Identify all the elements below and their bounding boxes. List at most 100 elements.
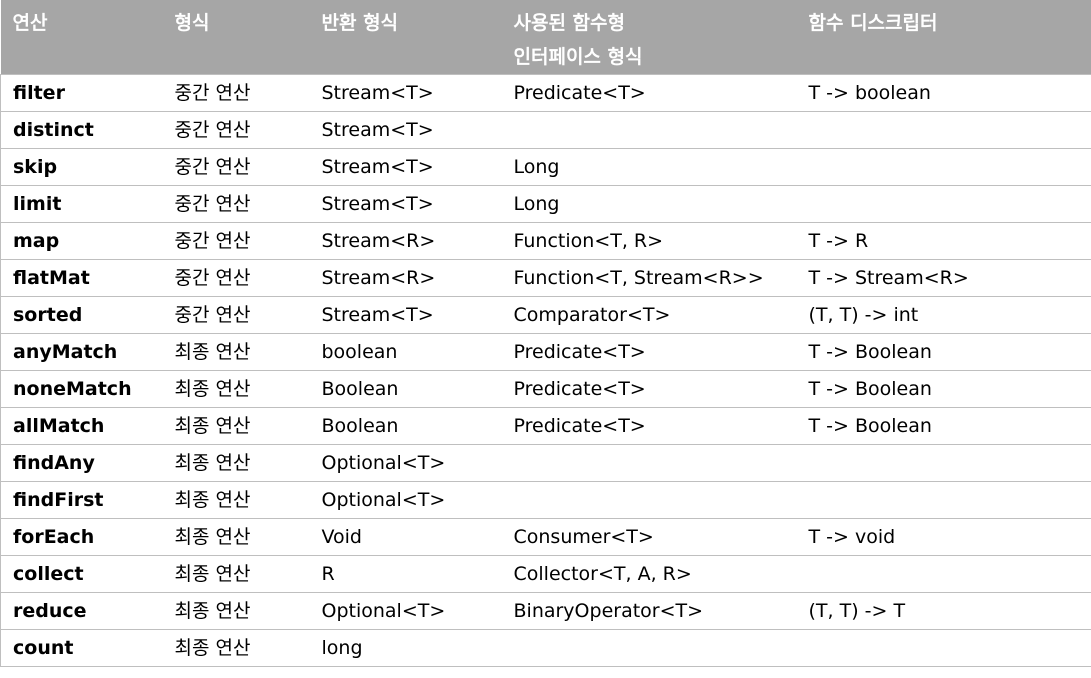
return-type-cell: Optional<T> (321, 444, 514, 482)
table-header: 연산 형식 반환 형식 사용된 함수형 인터페이스 형식 함수 디스크립터 (0, 0, 1091, 75)
function-descriptor-cell: T -> void (808, 518, 1091, 556)
function-descriptor-cell (808, 481, 1091, 519)
operation-cell: filter (0, 74, 175, 112)
table-row: filter 중간 연산 Stream<T> Predicate<T> T -> boo… (0, 74, 1091, 112)
function-descriptor-cell: T -> Boolean (808, 333, 1091, 371)
type-cell: 최종 연산 (174, 555, 322, 593)
functional-interface-cell: Predicate<T> (513, 370, 809, 408)
operation-cell: collect (0, 555, 175, 593)
operation-cell: noneMatch (0, 370, 175, 408)
functional-interface-cell: Predicate<T> (513, 407, 809, 445)
return-type-cell: Boolean (321, 370, 514, 408)
header-functional-interface-line2: 인터페이스 형식 (513, 46, 643, 68)
return-type-cell: Optional<T> (321, 592, 514, 630)
return-type-cell: Void (321, 518, 514, 556)
header-functional-interface: 사용된 함수형 인터페이스 형식 (514, 0, 809, 75)
functional-interface-cell (513, 481, 809, 519)
table-row: anyMatch 최종 연산 boolean Predicate<T> T -> Boo… (0, 333, 1091, 371)
functional-interface-cell (513, 111, 809, 149)
table-row: findAny 최종 연산 Optional<T> (0, 444, 1091, 482)
return-type-cell: long (321, 629, 514, 667)
functional-interface-cell: Consumer<T> (513, 518, 809, 556)
functional-interface-cell: Function<T, Stream<R>> (513, 259, 809, 297)
functional-interface-cell: Predicate<T> (513, 333, 809, 371)
return-type-cell: Stream<R> (321, 259, 514, 297)
function-descriptor-cell: (T, T) -> T (808, 592, 1091, 630)
function-descriptor-cell (808, 555, 1091, 593)
return-type-cell: Boolean (321, 407, 514, 445)
operation-cell: forEach (0, 518, 175, 556)
header-functional-interface-line1: 사용된 함수형 (513, 12, 626, 34)
function-descriptor-cell: (T, T) -> int (808, 296, 1091, 334)
functional-interface-cell: Long (513, 148, 809, 186)
operation-cell: allMatch (0, 407, 175, 445)
header-operation: 연산 (12, 12, 48, 34)
type-cell: 중간 연산 (174, 111, 322, 149)
functional-interface-cell: Function<T, R> (513, 222, 809, 260)
function-descriptor-cell (808, 148, 1091, 186)
operation-cell: limit (0, 185, 175, 223)
function-descriptor-cell: T -> boolean (808, 74, 1091, 112)
return-type-cell: Stream<T> (321, 185, 514, 223)
table-row: map 중간 연산 Stream<R> Function<T, R> T -> R (0, 222, 1091, 260)
operation-cell: count (0, 629, 175, 667)
header-type: 형식 (174, 12, 210, 34)
table-row: distinct 중간 연산 Stream<T> (0, 111, 1091, 149)
operation-cell: skip (0, 148, 175, 186)
type-cell: 중간 연산 (174, 259, 322, 297)
operation-cell: findFirst (0, 481, 175, 519)
return-type-cell: Optional<T> (321, 481, 514, 519)
function-descriptor-cell: T -> Stream<R> (808, 259, 1091, 297)
function-descriptor-cell: T -> R (808, 222, 1091, 260)
function-descriptor-cell: T -> Boolean (808, 370, 1091, 408)
functional-interface-cell (513, 444, 809, 482)
type-cell: 최종 연산 (174, 518, 322, 556)
operation-cell: anyMatch (0, 333, 175, 371)
table-row: reduce 최종 연산 Optional<T> BinaryOperator<T>(… (0, 592, 1091, 630)
return-type-cell: Stream<T> (321, 111, 514, 149)
table-row: flatMat 중간 연산 Stream<R> Function<T, Stream<… (0, 259, 1091, 297)
operation-cell: distinct (0, 111, 175, 149)
operation-cell: flatMat (0, 259, 175, 297)
type-cell: 최종 연산 (174, 370, 322, 408)
function-descriptor-cell (808, 444, 1091, 482)
functional-interface-cell: Long (513, 185, 809, 223)
operation-cell: sorted (0, 296, 175, 334)
type-cell: 최종 연산 (174, 592, 322, 630)
function-descriptor-cell: T -> Boolean (808, 407, 1091, 445)
type-cell: 중간 연산 (174, 222, 322, 260)
type-cell: 중간 연산 (174, 74, 322, 112)
operation-cell: findAny (0, 444, 175, 482)
return-type-cell: Stream<R> (321, 222, 514, 260)
type-cell: 중간 연산 (174, 148, 322, 186)
type-cell: 중간 연산 (174, 296, 322, 334)
table-row: findFirst 최종 연산 Optional<T> (0, 481, 1091, 519)
functional-interface-cell: Predicate<T> (513, 74, 809, 112)
type-cell: 최종 연산 (174, 407, 322, 445)
operation-cell: map (0, 222, 175, 260)
table-row: sorted 중간 연산 Stream<T> Comparator<T> (T, T) … (0, 296, 1091, 334)
type-cell: 중간 연산 (174, 185, 322, 223)
header-return-type: 반환 형식 (321, 12, 399, 34)
functional-interface-cell (513, 629, 809, 667)
function-descriptor-cell (808, 629, 1091, 667)
functional-interface-cell: Collector<T, A, R> (513, 555, 809, 593)
return-type-cell: boolean (321, 333, 514, 371)
functional-interface-cell: Comparator<T> (513, 296, 809, 334)
type-cell: 최종 연산 (174, 629, 322, 667)
type-cell: 최종 연산 (174, 481, 322, 519)
type-cell: 최종 연산 (174, 444, 322, 482)
table-row: forEach 최종 연산 Void Consumer<T> T -> void (0, 518, 1091, 556)
type-cell: 최종 연산 (174, 333, 322, 371)
operation-cell: reduce (0, 592, 175, 630)
table-row: limit 중간 연산 Stream<T> Long (0, 185, 1091, 223)
table-row: collect 최종 연산 R Collector<T, A, R> (0, 555, 1091, 593)
return-type-cell: Stream<T> (321, 296, 514, 334)
table-row: count 최종 연산 long (0, 629, 1091, 667)
return-type-cell: Stream<T> (321, 74, 514, 112)
header-row: 연산 형식 반환 형식 사용된 함수형 인터페이스 형식 함수 디스크립터 (0, 0, 1091, 75)
function-descriptor-cell (808, 185, 1091, 223)
return-type-cell: R (321, 555, 514, 593)
table-body: filter 중간 연산 Stream<T> Predicate<T> T -> boo… (0, 74, 1091, 667)
